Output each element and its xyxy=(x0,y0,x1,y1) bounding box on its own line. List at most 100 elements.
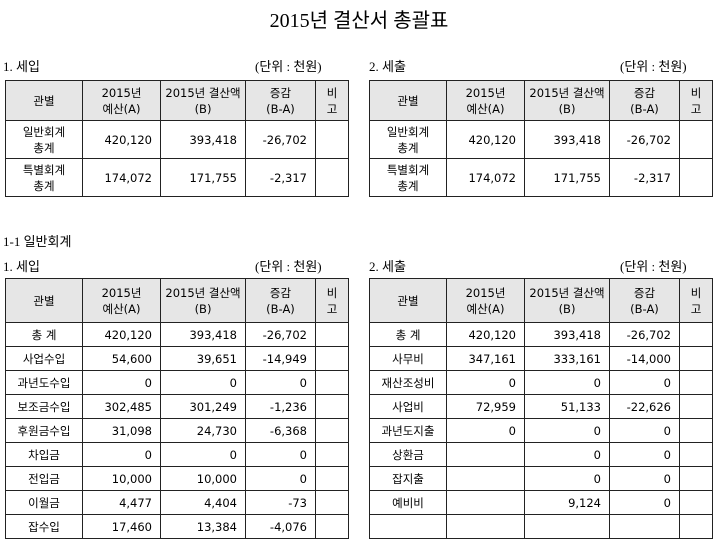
row: 일반회계 총계 420,120 393,418 -26,702 xyxy=(5,120,349,159)
cell xyxy=(369,514,447,539)
row-label: 일반회계 총계 xyxy=(369,120,447,159)
remark-cell xyxy=(679,394,713,419)
header-row: 관별 2015년 예산(A) 2015년 결산액 (B) 증감 (B-A) 비 고 xyxy=(369,278,713,323)
cell: 171,755 xyxy=(524,158,610,197)
cell: 31,098 xyxy=(82,418,161,443)
cell xyxy=(609,514,680,539)
row-label: 차입금 xyxy=(5,442,83,467)
row-label: 상환금 xyxy=(369,442,447,467)
header-cell: 2015년 예산(A) xyxy=(446,80,525,121)
cell: 0 xyxy=(82,370,161,395)
cell: -26,702 xyxy=(609,322,680,347)
remark-cell xyxy=(315,466,349,491)
cell: -4,076 xyxy=(245,514,316,539)
cell: 174,072 xyxy=(446,158,525,197)
header-cell: 비 고 xyxy=(679,278,713,323)
row: 예비비 9,124 0 xyxy=(369,490,713,515)
remark-cell xyxy=(679,466,713,491)
cell xyxy=(446,514,525,539)
row: 사업수입 54,600 39,651 -14,949 xyxy=(5,346,349,371)
cell: 393,418 xyxy=(524,120,610,159)
cell: 9,124 xyxy=(524,490,610,515)
cell: -22,626 xyxy=(609,394,680,419)
remark-cell xyxy=(315,322,349,347)
remark-cell xyxy=(315,370,349,395)
unit-label: (단위 : 천원) xyxy=(255,59,322,74)
remark-cell xyxy=(679,322,713,347)
row: 차입금 0 0 0 xyxy=(5,442,349,467)
cell: 54,600 xyxy=(82,346,161,371)
row: 일반회계 총계 420,120 393,418 -26,702 xyxy=(369,120,713,159)
header-cell: 관별 xyxy=(369,278,447,323)
header-row: 관별 2015년 예산(A) 2015년 결산액 (B) 증감 (B-A) 비 고 xyxy=(369,80,713,121)
row: 특별회계 총계 174,072 171,755 -2,317 xyxy=(5,158,349,197)
cell: 0 xyxy=(245,370,316,395)
header-cell: 증감 (B-A) xyxy=(609,278,680,323)
cell: 393,418 xyxy=(524,322,610,347)
cell: 420,120 xyxy=(446,120,525,159)
row: 상환금 0 0 xyxy=(369,442,713,467)
cell: 301,249 xyxy=(160,394,246,419)
header-row: 관별 2015년 예산(A) 2015년 결산액 (B) 증감 (B-A) 비 고 xyxy=(5,80,349,121)
cell: 0 xyxy=(245,466,316,491)
row xyxy=(369,514,713,539)
cell: 174,072 xyxy=(82,158,161,197)
cell: 0 xyxy=(245,442,316,467)
cell xyxy=(446,490,525,515)
cell: -26,702 xyxy=(245,322,316,347)
header-cell: 2015년 결산액 (B) xyxy=(160,278,246,323)
cell: -73 xyxy=(245,490,316,515)
row-label: 사업비 xyxy=(369,394,447,419)
cell: 10,000 xyxy=(160,466,246,491)
cell: -14,949 xyxy=(245,346,316,371)
cell: 0 xyxy=(82,442,161,467)
header-cell: 2015년 예산(A) xyxy=(446,278,525,323)
header-cell: 비 고 xyxy=(315,80,349,121)
remark-cell xyxy=(315,158,349,197)
header-cell: 비 고 xyxy=(679,80,713,121)
cell: 17,460 xyxy=(82,514,161,539)
unit-label: (단위 : 천원) xyxy=(620,59,687,74)
cell: 0 xyxy=(609,418,680,443)
row-label: 특별회계 총계 xyxy=(369,158,447,197)
cell: 13,384 xyxy=(160,514,246,539)
cell: -26,702 xyxy=(609,120,680,159)
row-label: 이월금 xyxy=(5,490,83,515)
cell: 72,959 xyxy=(446,394,525,419)
section-heading: 2. 세출 xyxy=(369,59,406,74)
row-label: 예비비 xyxy=(369,490,447,515)
remark-cell xyxy=(679,370,713,395)
row-label: 잡수입 xyxy=(5,514,83,539)
cell: -2,317 xyxy=(245,158,316,197)
header-cell: 증감 (B-A) xyxy=(245,278,316,323)
remark-cell xyxy=(315,514,349,539)
header-cell: 관별 xyxy=(369,80,447,121)
cell: 0 xyxy=(524,442,610,467)
remark-cell xyxy=(315,418,349,443)
header-cell: 증감 (B-A) xyxy=(245,80,316,121)
unit-label: (단위 : 천원) xyxy=(255,259,322,274)
cell xyxy=(524,514,610,539)
remark-cell xyxy=(679,120,713,159)
table: 관별 2015년 예산(A) 2015년 결산액 (B) 증감 (B-A) 비 고 일반회… xyxy=(369,80,713,197)
cell: 171,755 xyxy=(160,158,246,197)
cell: 347,161 xyxy=(446,346,525,371)
remark-cell xyxy=(315,490,349,515)
header-cell: 관별 xyxy=(5,80,83,121)
cell: -6,368 xyxy=(245,418,316,443)
cell: 393,418 xyxy=(160,322,246,347)
cell: 0 xyxy=(609,442,680,467)
cell: -1,236 xyxy=(245,394,316,419)
remark-cell xyxy=(679,346,713,371)
remark-cell xyxy=(315,442,349,467)
row: 사업비 72,959 51,133 -22,626 xyxy=(369,394,713,419)
header-cell: 관별 xyxy=(5,278,83,323)
row: 과년도지출 0 0 0 xyxy=(369,418,713,443)
cell: -26,702 xyxy=(245,120,316,159)
row-label: 사업수입 xyxy=(5,346,83,371)
row: 재산조성비 0 0 0 xyxy=(369,370,713,395)
section-heading: 1. 세입 xyxy=(3,259,40,274)
cell: 24,730 xyxy=(160,418,246,443)
